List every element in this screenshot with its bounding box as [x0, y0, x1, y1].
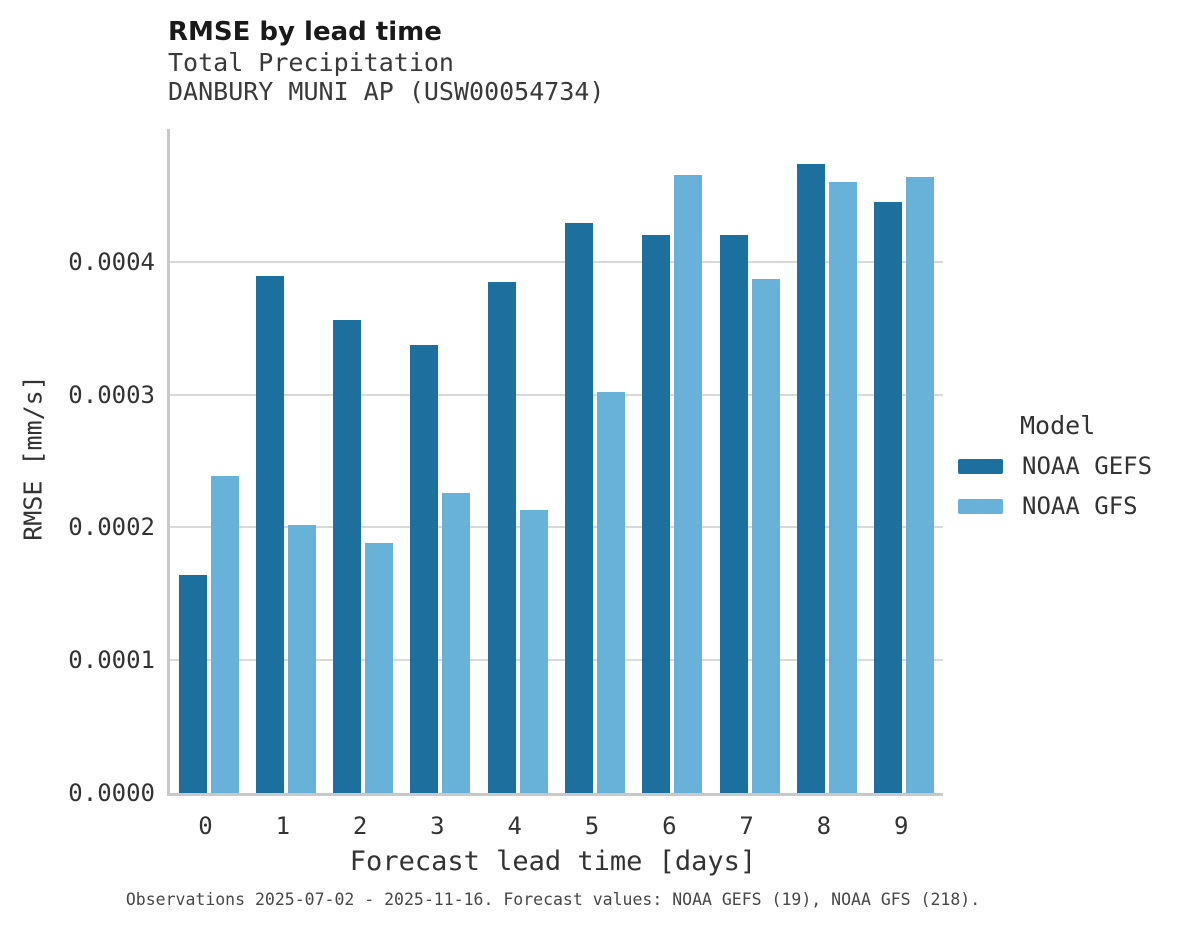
gridline [170, 393, 943, 396]
bar-noaa-gfs-lead-1 [287, 525, 316, 793]
legend-label: NOAA GFS [1022, 492, 1138, 520]
bar-noaa-gefs-lead-3 [410, 345, 439, 793]
bar-noaa-gfs-lead-6 [674, 175, 703, 793]
x-tick-label: 0 [198, 812, 213, 840]
bar-noaa-gfs-lead-7 [751, 279, 780, 793]
x-tick-label: 4 [507, 812, 522, 840]
chart-subtitle-variable: Total Precipitation [168, 48, 454, 77]
bar-noaa-gfs-lead-8 [828, 182, 857, 793]
bar-noaa-gefs-lead-4 [487, 282, 516, 793]
chart-subtitle-station: DANBURY MUNI AP (USW00054734) [168, 77, 605, 106]
bar-noaa-gefs-lead-9 [874, 202, 903, 793]
y-tick-label: 0.0004 [68, 247, 155, 276]
bar-noaa-gefs-lead-7 [719, 235, 748, 793]
bar-noaa-gfs-lead-5 [597, 392, 625, 793]
bar-noaa-gefs-lead-2 [333, 320, 362, 793]
x-tick-label: 3 [430, 812, 445, 840]
x-tick-label: 9 [893, 812, 909, 840]
y-tick-label: 0.0003 [68, 380, 155, 409]
x-tick-label: 5 [584, 812, 600, 840]
legend-label: NOAA GEFS [1022, 452, 1153, 480]
plot-area [167, 129, 943, 796]
x-axis-title: Forecast lead time [days] [349, 846, 757, 877]
gridline [170, 260, 943, 263]
y-tick-label: 0.0000 [68, 779, 155, 807]
bar-noaa-gefs-lead-6 [642, 235, 671, 793]
bar-noaa-gefs-lead-0 [178, 575, 207, 793]
x-tick-label: 1 [275, 812, 291, 840]
gridline [170, 526, 943, 529]
bar-noaa-gfs-lead-9 [906, 177, 935, 793]
x-tick-label: 8 [816, 812, 832, 840]
legend-swatch [958, 498, 1003, 514]
x-tick-label: 6 [662, 812, 677, 840]
bar-noaa-gefs-lead-1 [255, 276, 284, 793]
legend-swatch [958, 458, 1003, 474]
legend-item-noaa-gfs: NOAA GFS [958, 492, 1152, 520]
y-tick-label: 0.0001 [68, 646, 155, 675]
y-tick-label: 0.0002 [68, 513, 155, 542]
gridline [170, 659, 943, 662]
chart-title: RMSE by lead time [168, 17, 442, 47]
bar-noaa-gfs-lead-0 [210, 476, 239, 793]
bar-noaa-gefs-lead-8 [796, 164, 825, 793]
caption: Observations 2025-07-02 - 2025-11-16. Fo… [125, 890, 981, 909]
legend-title: Model [1020, 411, 1096, 440]
legend: Model NOAA GEFS NOAA GFS [958, 412, 1152, 520]
legend-items: NOAA GEFS NOAA GFS [958, 452, 1152, 520]
bar-noaa-gfs-lead-4 [519, 510, 548, 793]
x-tick-label: 7 [739, 812, 754, 840]
x-tick-label: 2 [352, 812, 368, 840]
bar-noaa-gfs-lead-2 [365, 543, 394, 793]
chart-header: RMSE by lead time Total Precipitation DA… [168, 16, 605, 106]
legend-item-noaa-gefs: NOAA GEFS [958, 452, 1152, 480]
bar-noaa-gefs-lead-5 [565, 223, 593, 793]
bar-noaa-gfs-lead-3 [442, 493, 471, 793]
